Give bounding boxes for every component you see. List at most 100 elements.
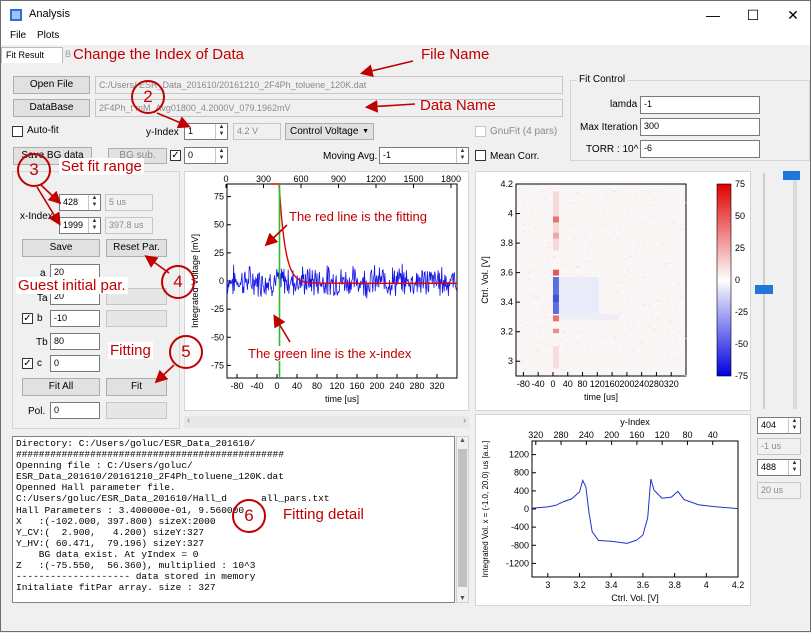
- heatmap-noise: [679, 292, 682, 294]
- step-2-marker: 2: [131, 80, 165, 114]
- bg-sub-checkbox[interactable]: ✓: [170, 150, 181, 161]
- annotation-fitting: Fitting: [108, 342, 153, 359]
- console-scrollbar[interactable]: ▲ ▼: [456, 436, 469, 603]
- gnufit-checkbox[interactable]: [475, 126, 486, 137]
- pol-label: Pol.: [28, 406, 46, 417]
- x-tick-label: 280: [409, 381, 424, 391]
- heatmap-noise: [549, 275, 552, 277]
- x-tick-label: -80: [517, 379, 530, 389]
- heatmap-noise: [657, 347, 660, 349]
- moving-avg-value: -1: [383, 150, 392, 160]
- heatmap-band: [558, 277, 599, 314]
- tab-fit-result[interactable]: Fit Result: [1, 47, 63, 63]
- fit-plot[interactable]: 0 300 600 900 1200 1500 1800 -80 -40 0 40 80 120 160 2…: [185, 172, 470, 412]
- scroll-right-icon[interactable]: ›: [463, 415, 466, 425]
- heatmap-noise: [632, 321, 635, 323]
- lamda-input[interactable]: -1: [640, 96, 760, 114]
- top-tick-label: 1500: [403, 174, 423, 184]
- heatmap-noise: [605, 225, 608, 227]
- fit-button[interactable]: Fit: [106, 378, 167, 396]
- x-tick-label: 0: [274, 381, 279, 391]
- lamda-label: lamda: [610, 99, 638, 110]
- heatmap-noise: [665, 239, 668, 241]
- horizontal-scrollbar[interactable]: ‹ ›: [184, 415, 469, 428]
- bg-index-value: 0: [188, 150, 194, 160]
- torr-input[interactable]: -6: [640, 140, 760, 158]
- x-end-value: 1999: [63, 220, 84, 230]
- heatmap-noise: [546, 311, 549, 313]
- spin-arrows-icon[interactable]: ▲ ▼: [788, 460, 800, 475]
- side-scroll-handle[interactable]: [783, 171, 800, 180]
- save-button[interactable]: Save: [22, 239, 100, 257]
- tab-hidden[interactable]: B: [65, 49, 72, 59]
- y-index-end-spinbox[interactable]: 488 ▲ ▼: [757, 459, 801, 476]
- control-voltage-select[interactable]: Control Voltage ▼: [285, 123, 374, 140]
- y-tick-label: -50: [211, 332, 224, 342]
- scroll-down-icon[interactable]: ▼: [459, 595, 466, 602]
- side-scroll-track[interactable]: [793, 173, 797, 409]
- fit-control-group: [570, 80, 810, 161]
- heatmap-noise: [642, 190, 645, 192]
- fit-plot-panel: 0 300 600 900 1200 1500 1800 -80 -40 0 40 80 120 160 2…: [184, 171, 469, 411]
- console-hscrollbar[interactable]: [12, 605, 469, 617]
- y-index-spinbox[interactable]: 1 ▲ ▼: [184, 123, 228, 140]
- reset-par-button[interactable]: Reset Par.: [106, 239, 167, 257]
- param-b-checkbox[interactable]: ✓: [22, 313, 33, 324]
- open-file-button[interactable]: Open File: [13, 76, 90, 94]
- x-start-spinbox[interactable]: 428 ▲ ▼: [59, 194, 101, 211]
- menu-file[interactable]: File: [10, 30, 27, 41]
- tab-fit-result-label: Fit Result: [6, 50, 45, 60]
- database-button[interactable]: DataBase: [13, 99, 90, 117]
- spin-arrows-icon[interactable]: ▲ ▼: [88, 218, 100, 233]
- heatmap-noise: [549, 246, 552, 248]
- close-button[interactable]: ✕: [787, 7, 799, 23]
- y-voltage-field: 4.2 V: [233, 123, 281, 140]
- menu-plots[interactable]: Plots: [37, 30, 60, 41]
- param-b-input[interactable]: -10: [50, 310, 100, 327]
- top-tick-label: 1800: [441, 174, 461, 184]
- heatmap-noise: [644, 277, 647, 279]
- scroll-left-icon[interactable]: ‹: [187, 415, 190, 425]
- x-tick-label: -40: [532, 379, 545, 389]
- spin-arrows-icon[interactable]: ▲ ▼: [215, 124, 227, 139]
- heatmap-noise: [627, 325, 630, 327]
- minimize-button[interactable]: —: [706, 7, 720, 23]
- mean-corr-checkbox[interactable]: [475, 150, 486, 161]
- data-name-field[interactable]: 2F4Ph_t mM_Avg01800_4.2000V_079.1962mV: [95, 99, 563, 117]
- moving-avg-spinbox[interactable]: -1 ▲ ▼: [379, 147, 469, 164]
- scroll-up-icon[interactable]: ▲: [459, 437, 466, 444]
- param-c-input[interactable]: 0: [50, 355, 100, 372]
- heatmap-noise: [618, 312, 621, 314]
- heatmap-noise: [531, 213, 534, 215]
- y-tick-label: -75: [211, 360, 224, 370]
- y-slider-handle[interactable]: [755, 285, 773, 294]
- heatmap-noise: [587, 344, 590, 346]
- spin-arrows-icon[interactable]: ▲ ▼: [88, 195, 100, 210]
- param-a-input[interactable]: 20: [50, 264, 100, 281]
- spin-arrows-icon[interactable]: ▲ ▼: [215, 148, 227, 163]
- heatmap-noise: [662, 243, 665, 245]
- maximize-button[interactable]: ☐: [746, 7, 760, 23]
- spin-arrows-icon[interactable]: ▲ ▼: [788, 418, 800, 433]
- max-iteration-input[interactable]: 300: [640, 118, 760, 136]
- heatmap-noise: [587, 261, 590, 263]
- heatmap-noise: [576, 192, 579, 194]
- heatmap-noise: [627, 301, 630, 303]
- file-path-field[interactable]: C:/Users/ ESR_Data_201610/20161210_2F4Ph…: [95, 76, 563, 94]
- pol-input[interactable]: 0: [50, 402, 100, 419]
- profile-panel: y-Index 320 280 240 200 160 120 80 40 3 3.2 3.4 3.6 3…: [475, 414, 751, 606]
- param-c-checkbox[interactable]: ✓: [22, 358, 33, 369]
- y-index-start-spinbox[interactable]: 404 ▲ ▼: [757, 417, 801, 434]
- x-end-spinbox[interactable]: 1999 ▲ ▼: [59, 217, 101, 234]
- heatmap-noise: [587, 252, 590, 254]
- console-scroll-thumb[interactable]: [458, 449, 467, 587]
- fit-all-button[interactable]: Fit All: [22, 378, 100, 396]
- heatmap-plot[interactable]: -80 -40 0 40 80 120 160 200 240 280 320 4.2 4 3.8 3.6 3…: [476, 172, 752, 412]
- spin-arrows-icon[interactable]: ▲ ▼: [456, 148, 468, 163]
- auto-fit-checkbox[interactable]: [12, 126, 23, 137]
- x-tick-label: 280: [649, 379, 664, 389]
- param-tb-input[interactable]: 80: [50, 333, 100, 350]
- bg-index-spinbox[interactable]: 0 ▲ ▼: [184, 147, 228, 164]
